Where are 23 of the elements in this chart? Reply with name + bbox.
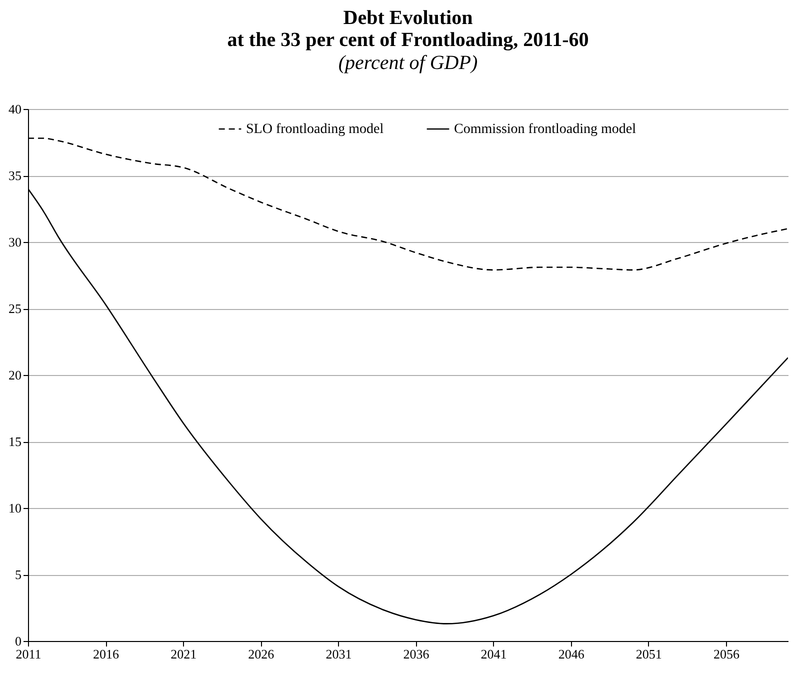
x-tick-label: 2036 xyxy=(403,646,430,662)
x-tick-label: 2021 xyxy=(170,646,197,662)
y-tick-label: 35 xyxy=(8,168,22,183)
x-tick-label: 2056 xyxy=(713,646,740,662)
y-tick-label: 20 xyxy=(8,368,22,382)
legend-label: Commission frontloading model xyxy=(454,122,636,137)
chart-subtitle: (percent of GDP) xyxy=(338,52,478,74)
x-tick-label: 2016 xyxy=(93,646,120,662)
x-tick-label: 2051 xyxy=(636,646,662,662)
y-tick-label: 5 xyxy=(15,567,22,582)
legend-label: SLO frontloading model xyxy=(246,122,384,137)
y-tick-label: 30 xyxy=(8,234,22,250)
x-tick-label: 2026 xyxy=(248,646,275,662)
x-tick-label: 2041 xyxy=(480,646,507,662)
y-tick-label: 15 xyxy=(8,434,22,449)
y-tick-label: 40 xyxy=(8,102,22,116)
x-tick-label: 2046 xyxy=(558,646,585,662)
x-tick-label: 2031 xyxy=(326,646,352,662)
y-tick-label: 0 xyxy=(15,634,22,648)
x-tick-label: 2011 xyxy=(16,646,42,662)
y-tick-label: 25 xyxy=(8,301,22,316)
y-tick-label: 10 xyxy=(8,500,22,516)
chart-title: Debt Evolution at the 33 per cent of Frontloading, 2011-60 xyxy=(227,7,589,51)
